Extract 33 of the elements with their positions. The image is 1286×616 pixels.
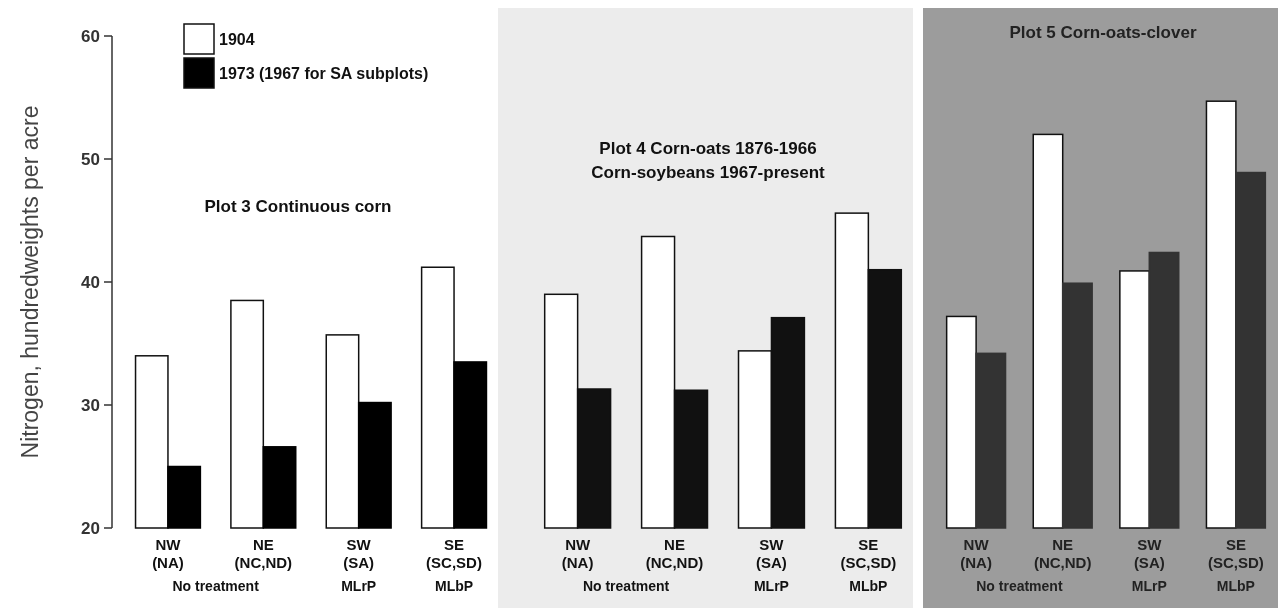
text: MLrP <box>1131 578 1167 594</box>
text: Plot 3 Continuous corn <box>204 196 392 216</box>
x-tick-label: SE (SC,SD) <box>1207 536 1264 571</box>
x-tick-label: NW (NA) <box>561 536 594 571</box>
chart-title: Plot 5 Corn-oats-clover <box>1009 22 1197 42</box>
x-tick-label: SE (SC,SD) <box>840 536 897 571</box>
text: MLbP <box>434 578 474 594</box>
text: No treatment <box>582 578 670 594</box>
x-tick-label: NE (NC,ND) <box>1033 536 1092 571</box>
y-axis-title: Nitrogen, hundredweights per acre <box>17 105 43 459</box>
text: MLrP <box>341 578 377 594</box>
x-tick-label: SE (SC,SD) <box>426 536 482 571</box>
text: MLbP <box>1216 578 1255 594</box>
legend-label: 1904 <box>219 30 255 48</box>
x-tick-label: SW (SA) <box>343 536 375 571</box>
text: Corn-soybeans 1967-present <box>591 162 826 182</box>
x-tick-label: SW (SA) <box>756 536 787 571</box>
text: Plot 4 Corn-oats 1876-1966 <box>599 138 817 158</box>
y-tick-label: 20 <box>81 518 100 538</box>
y-tick-label: 30 <box>81 395 100 415</box>
text: No treatment <box>976 578 1063 594</box>
x-tick-label: SW (SA) <box>1133 536 1165 571</box>
legend-label: 1973 (1967 for SA subplots) <box>219 64 429 82</box>
x-tick-label: NW (NA) <box>960 536 992 571</box>
y-tick-label: 40 <box>81 272 100 292</box>
x-tick-label: NE (NC,ND) <box>234 536 293 571</box>
text: MLrP <box>753 578 789 594</box>
x-tick-label: NE (NC,ND) <box>645 536 704 571</box>
text: MLbP <box>849 578 888 594</box>
y-tick-label: 50 <box>81 149 100 169</box>
x-tick-label: NW (NA) <box>152 536 184 571</box>
y-tick-label: 60 <box>81 26 100 46</box>
text: No treatment <box>172 578 260 594</box>
